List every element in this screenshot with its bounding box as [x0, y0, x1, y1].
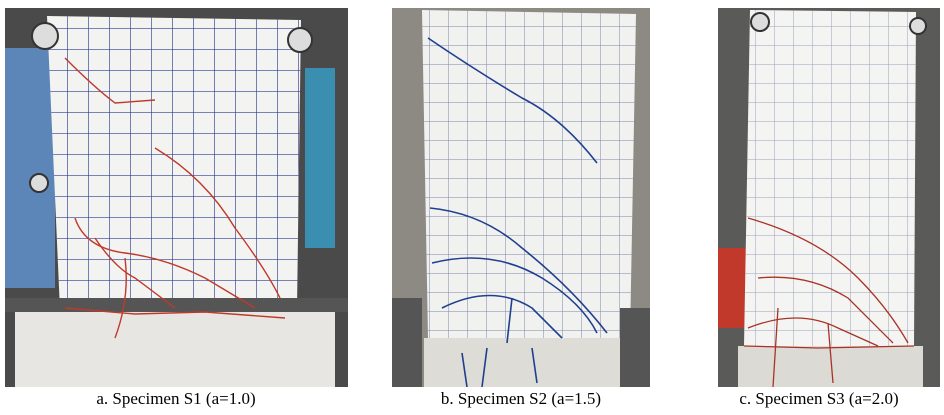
steel-frame: [392, 298, 422, 387]
cracks: [743, 217, 915, 387]
cracks: [64, 57, 286, 339]
grid: [744, 10, 916, 346]
dial-gauge: [909, 17, 927, 35]
grid: [47, 16, 301, 310]
dial-gauge: [31, 22, 59, 50]
steel-beam: [5, 298, 348, 312]
red-object: [718, 248, 746, 328]
dial-gauge: [750, 12, 770, 32]
photo-specimen-s2: [392, 8, 650, 387]
caption: a. Specimen S1 (a=1.0): [96, 389, 256, 408]
caption: c. Specimen S3 (a=2.0): [739, 389, 899, 408]
photo-specimen-s3: [718, 8, 940, 387]
caption: b. Specimen S2 (a=1.5): [440, 389, 602, 408]
grid: [422, 10, 636, 338]
steel-frame: [620, 308, 650, 387]
dial-gauge: [29, 173, 49, 193]
person: [305, 68, 335, 248]
base-block: [15, 308, 335, 387]
person: [5, 48, 55, 288]
base-block: [424, 338, 634, 387]
cracks: [427, 37, 608, 387]
dial-gauge: [287, 27, 313, 53]
photo-specimen-s1: [5, 8, 348, 387]
